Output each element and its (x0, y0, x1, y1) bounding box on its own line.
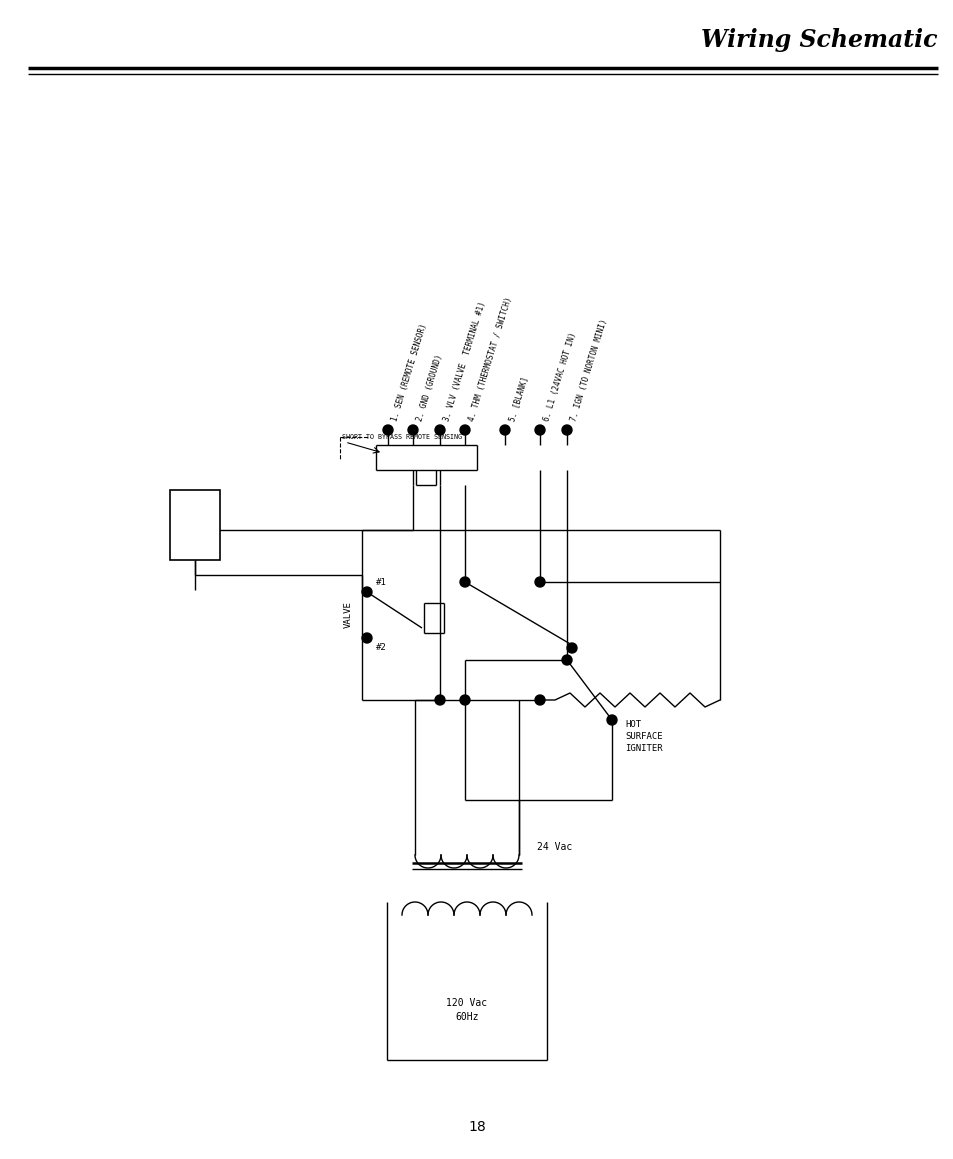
Circle shape (459, 425, 470, 435)
Circle shape (408, 425, 417, 435)
Circle shape (561, 655, 572, 665)
Circle shape (435, 695, 444, 705)
Text: VALVE: VALVE (343, 602, 352, 628)
Circle shape (435, 425, 444, 435)
Text: 2. GND (GROUND): 2. GND (GROUND) (415, 353, 443, 422)
Circle shape (382, 425, 393, 435)
Circle shape (459, 695, 470, 705)
Text: 4. THM (THERMOSTAT / SWITCH): 4. THM (THERMOSTAT / SWITCH) (467, 296, 513, 422)
Circle shape (535, 425, 544, 435)
Text: 6. L1 (24VAC HOT IN): 6. L1 (24VAC HOT IN) (541, 331, 578, 422)
Text: HOT
SURFACE
IGNITER: HOT SURFACE IGNITER (624, 720, 662, 752)
Text: 5. [BLANK]: 5. [BLANK] (506, 376, 529, 422)
Text: 1. SEN (REMOTE SENSOR): 1. SEN (REMOTE SENSOR) (390, 322, 428, 422)
Text: #1: #1 (375, 578, 386, 586)
Circle shape (361, 586, 372, 597)
Text: 3. VLV (VALVE  TERMINAL #1): 3. VLV (VALVE TERMINAL #1) (441, 300, 487, 422)
Text: SHORT TO BYPASS REMOTE SENSING: SHORT TO BYPASS REMOTE SENSING (341, 433, 461, 440)
Text: #2: #2 (375, 643, 386, 653)
Circle shape (535, 577, 544, 586)
Text: REMOTE  SENSOR: REMOTE SENSOR (191, 493, 199, 557)
Circle shape (499, 425, 510, 435)
Circle shape (561, 425, 572, 435)
Text: 18: 18 (468, 1120, 485, 1134)
Circle shape (361, 633, 372, 643)
Circle shape (566, 643, 577, 653)
Circle shape (459, 577, 470, 586)
Bar (170, 490, 220, 560)
Circle shape (606, 715, 617, 726)
Text: 24 Vac: 24 Vac (537, 841, 572, 852)
Circle shape (535, 695, 544, 705)
Text: 120 Vac
60Hz: 120 Vac 60Hz (446, 998, 487, 1021)
Text: Wiring Schematic: Wiring Schematic (700, 28, 937, 52)
Text: 7. IGN (TO NORTON MINI): 7. IGN (TO NORTON MINI) (568, 318, 608, 422)
